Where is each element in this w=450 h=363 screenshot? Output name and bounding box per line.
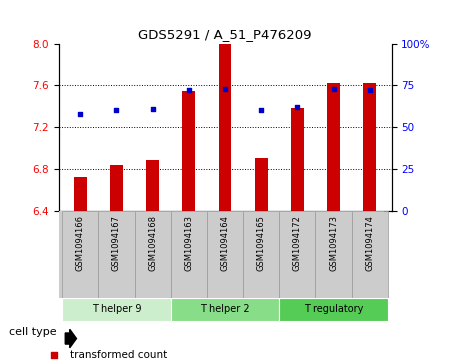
Point	[330, 86, 337, 91]
Bar	[62, 298, 171, 321]
Bar	[98, 211, 135, 298]
Point	[257, 107, 265, 113]
Bar	[171, 298, 279, 321]
Bar	[243, 211, 279, 298]
Bar	[291, 108, 304, 211]
Bar	[146, 160, 159, 211]
Text: GSM1094163: GSM1094163	[184, 215, 194, 271]
Text: GSM1094164: GSM1094164	[220, 215, 230, 271]
Text: transformed count: transformed count	[70, 350, 167, 360]
Bar	[135, 211, 171, 298]
Point	[113, 107, 120, 113]
Title: GDS5291 / A_51_P476209: GDS5291 / A_51_P476209	[138, 28, 312, 41]
Bar	[255, 158, 268, 211]
Text: cell type: cell type	[9, 327, 57, 338]
Bar	[219, 44, 231, 211]
Text: GSM1094168: GSM1094168	[148, 215, 157, 271]
Bar	[364, 83, 376, 211]
Text: T helper 9: T helper 9	[92, 305, 141, 314]
Text: T regulatory: T regulatory	[304, 305, 363, 314]
Text: GSM1094166: GSM1094166	[76, 215, 85, 271]
Bar	[315, 211, 352, 298]
Text: GSM1094167: GSM1094167	[112, 215, 121, 271]
Bar	[74, 177, 86, 211]
Bar	[62, 211, 98, 298]
Bar	[279, 211, 315, 298]
Point	[149, 106, 156, 111]
Point	[185, 87, 193, 93]
FancyArrow shape	[65, 329, 77, 348]
Point	[366, 87, 373, 93]
Point	[50, 352, 58, 358]
Bar	[171, 211, 207, 298]
Bar	[279, 298, 388, 321]
Text: GSM1094165: GSM1094165	[256, 215, 266, 271]
Text: GSM1094174: GSM1094174	[365, 215, 374, 271]
Bar	[352, 211, 388, 298]
Point	[294, 104, 301, 110]
Text: GSM1094173: GSM1094173	[329, 215, 338, 271]
Bar	[110, 165, 123, 211]
Bar	[182, 90, 195, 211]
Bar	[207, 211, 243, 298]
Text: T helper 2: T helper 2	[200, 305, 250, 314]
Bar	[327, 83, 340, 211]
Text: GSM1094172: GSM1094172	[293, 215, 302, 271]
Point	[221, 86, 229, 91]
Point	[76, 111, 84, 117]
